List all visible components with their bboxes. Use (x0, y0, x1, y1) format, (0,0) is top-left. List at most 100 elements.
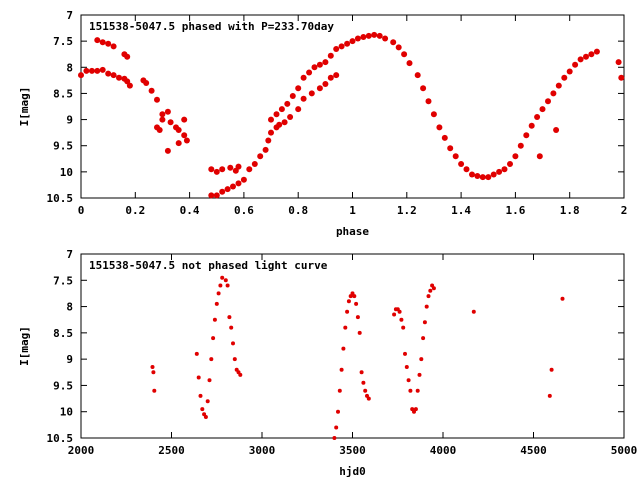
data-point (430, 111, 437, 118)
data-point (99, 39, 106, 46)
data-point (311, 64, 318, 71)
data-point (156, 127, 163, 133)
data-point (534, 114, 541, 120)
data-point (273, 111, 280, 118)
x-tick-label: 0.6 (234, 204, 254, 217)
data-point (333, 72, 340, 79)
data-point (94, 67, 101, 74)
x-tick-label: 0 (78, 204, 85, 217)
data-point (238, 372, 243, 377)
data-point (479, 174, 486, 181)
y-tick-label: 8.5 (53, 87, 73, 100)
data-point (436, 124, 443, 131)
data-point (262, 146, 269, 153)
data-point (289, 93, 296, 99)
data-point (536, 153, 543, 160)
data-point (618, 74, 625, 81)
data-point (105, 70, 112, 77)
x-tick-label: 2 (621, 204, 628, 217)
data-point (345, 309, 350, 314)
data-point (588, 51, 595, 58)
data-point (200, 407, 205, 412)
data-point (452, 153, 459, 160)
y-tick-label: 7 (66, 248, 73, 261)
data-point (512, 153, 519, 160)
data-point (401, 325, 406, 330)
chart-title: 151538-5047.5 phased with P=233.70day (89, 20, 334, 33)
data-point (408, 388, 413, 393)
x-tick-label: 0.4 (180, 204, 200, 217)
data-point (209, 357, 214, 362)
data-point (203, 415, 208, 419)
data-point (225, 283, 230, 288)
data-point (363, 388, 368, 393)
data-point (88, 67, 95, 74)
y-tick-label: 8 (66, 61, 73, 74)
data-point (469, 171, 475, 178)
data-point (615, 59, 622, 66)
data-point (208, 166, 215, 173)
data-point (425, 98, 432, 105)
data-point (566, 68, 573, 75)
data-point (447, 145, 454, 152)
data-point (281, 119, 288, 126)
data-point (159, 111, 166, 118)
data-point (550, 90, 557, 97)
x-tick-label: 1.6 (505, 204, 525, 217)
data-point (224, 186, 231, 193)
y-axis-label: I[mag] (18, 87, 31, 127)
data-point (268, 129, 274, 136)
data-point (431, 286, 436, 291)
y-tick-label: 9 (66, 114, 73, 127)
data-point (208, 192, 215, 199)
y-tick-label: 10.5 (47, 192, 74, 205)
data-point (426, 294, 431, 299)
data-point (349, 38, 356, 45)
data-point (474, 173, 481, 179)
data-point (164, 108, 171, 115)
data-point (354, 35, 361, 42)
data-point (268, 116, 274, 123)
data-point (322, 81, 329, 87)
data-point (229, 325, 234, 330)
x-tick-label: 0.2 (125, 204, 145, 217)
data-point (341, 346, 346, 351)
data-point (230, 183, 236, 190)
data-point (417, 372, 422, 377)
y-tick-label: 8 (66, 301, 73, 314)
x-tick-label: 3500 (339, 444, 366, 457)
data-point (300, 95, 307, 102)
data-point (213, 192, 220, 199)
data-point (339, 367, 344, 372)
y-tick-label: 7.5 (53, 274, 73, 287)
plot-frame (80, 253, 625, 439)
data-point (428, 288, 433, 293)
data-point (211, 336, 216, 341)
data-point (327, 52, 334, 59)
data-point (357, 330, 362, 335)
data-point (235, 163, 242, 170)
data-point (593, 48, 600, 55)
data-point (517, 142, 524, 149)
data-point (346, 299, 351, 304)
data-point (83, 67, 90, 74)
data-point (344, 40, 351, 47)
data-point (545, 98, 551, 105)
data-point (490, 171, 497, 178)
data-point (232, 357, 237, 362)
data-point (401, 51, 408, 58)
data-point (399, 317, 404, 322)
unphased-light-curve-panel: 2000 2500 3000 3500 4000 4500 5000 7 7.5 8 8.5 9 9.5… (18, 248, 637, 478)
data-point (577, 56, 584, 63)
x-tick-label: 1.8 (560, 204, 580, 217)
data-point (213, 168, 220, 175)
data-point (382, 35, 389, 42)
data-point (322, 59, 329, 66)
data-point (152, 388, 157, 393)
data-point (143, 80, 150, 86)
x-tick-label: 1 (349, 204, 356, 217)
data-point (523, 132, 530, 139)
data-point (110, 43, 117, 50)
data-point (154, 96, 160, 103)
data-point (458, 161, 465, 167)
